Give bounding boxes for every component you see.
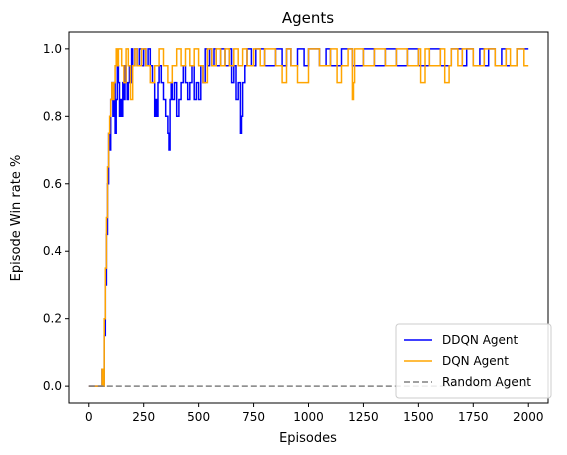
y-tick-label: 0.6 (43, 177, 62, 191)
x-tick-label: 2000 (513, 410, 544, 424)
x-tick-label: 0 (85, 410, 93, 424)
legend-label: Random Agent (442, 375, 531, 389)
series-line-dqn-agent (88, 48, 529, 387)
x-tick-label: 750 (242, 410, 265, 424)
y-tick-label: 0.8 (43, 109, 62, 123)
y-tick-label: 1.0 (43, 42, 62, 56)
y-axis-title: Episode Win rate % (9, 155, 24, 282)
y-tick-label: 0.4 (43, 244, 62, 258)
series-layer (88, 48, 529, 387)
x-tick-label: 1750 (458, 410, 489, 424)
legend: DDQN Agent DQN Agent Random Agent (395, 323, 552, 399)
y-tick-label: 0.0 (43, 379, 62, 393)
legend-label: DQN Agent (442, 354, 509, 368)
x-tick-label: 250 (132, 410, 155, 424)
y-axis: 0.0 0.2 0.4 0.6 0.8 1.0 (43, 42, 69, 393)
legend-label: DDQN Agent (442, 333, 519, 347)
x-tick-label: 1500 (403, 410, 434, 424)
y-tick-label: 0.2 (43, 312, 62, 326)
x-axis-title: Episodes (279, 431, 337, 446)
legend-box (395, 323, 552, 399)
x-tick-label: 1250 (348, 410, 379, 424)
x-tick-label: 1000 (293, 410, 324, 424)
x-axis: 0 250 500 750 1000 1250 1500 1750 2000 (85, 403, 544, 424)
x-tick-label: 500 (187, 410, 210, 424)
chart-title: Agents (282, 9, 334, 27)
